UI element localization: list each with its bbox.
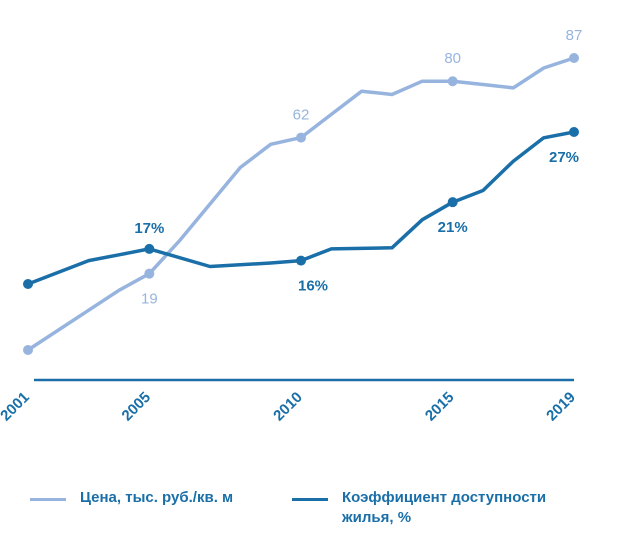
legend-label-affordability: Коэффициент доступности жилья, % — [342, 489, 547, 526]
legend-swatch-affordability — [292, 498, 328, 501]
series-1-point-2010 — [296, 255, 306, 266]
series-1-label-2010: 16% — [298, 278, 328, 295]
x-tick-label-2005: 2005 — [119, 389, 155, 425]
legend: Цена, тыс. руб./кв. м Коэффициент доступ… — [0, 480, 620, 536]
data-labels-layer: 19 62 80 87 17% 16% 21% 27% — [134, 27, 582, 308]
series-1-point-2005 — [144, 243, 155, 254]
x-axis-tick-labels: 2001 2005 2010 2015 2019 — [0, 389, 579, 425]
legend-label-price: Цена, тыс. руб./кв. м — [80, 489, 234, 506]
series-0-point-2010 — [296, 132, 306, 143]
x-tick-label-2019: 2019 — [543, 389, 579, 425]
legend-swatch-price — [30, 498, 66, 501]
series-0-point-2015 — [447, 76, 458, 87]
series-0-label-2019: 87 — [566, 27, 583, 44]
x-tick-label-2001: 2001 — [0, 389, 33, 425]
series-0-point-2005 — [144, 268, 155, 279]
series-1-label-2019: 27% — [549, 149, 579, 166]
series-0-label-2010: 62 — [293, 107, 310, 124]
legend-item-affordability: Коэффициент доступности жилья, % — [292, 488, 582, 528]
series-line-0 — [27, 56, 575, 352]
series-1-point-2015 — [447, 197, 458, 208]
series-0-label-2005: 19 — [141, 291, 158, 308]
series-layer — [23, 53, 579, 355]
x-tick-label-2015: 2015 — [422, 389, 458, 425]
series-1-point-2001 — [23, 279, 33, 289]
x-tick-label-2010: 2010 — [270, 389, 306, 425]
series-1-label-2015: 21% — [438, 219, 468, 236]
series-0-label-2015: 80 — [444, 50, 461, 67]
series-1-point-2019 — [569, 127, 579, 137]
series-1-label-2005: 17% — [134, 220, 164, 237]
series-line-1 — [27, 130, 575, 286]
series-0-point-2001 — [23, 345, 33, 355]
series-0-point-2019 — [569, 53, 579, 63]
legend-item-price: Цена, тыс. руб./кв. м — [30, 488, 233, 508]
